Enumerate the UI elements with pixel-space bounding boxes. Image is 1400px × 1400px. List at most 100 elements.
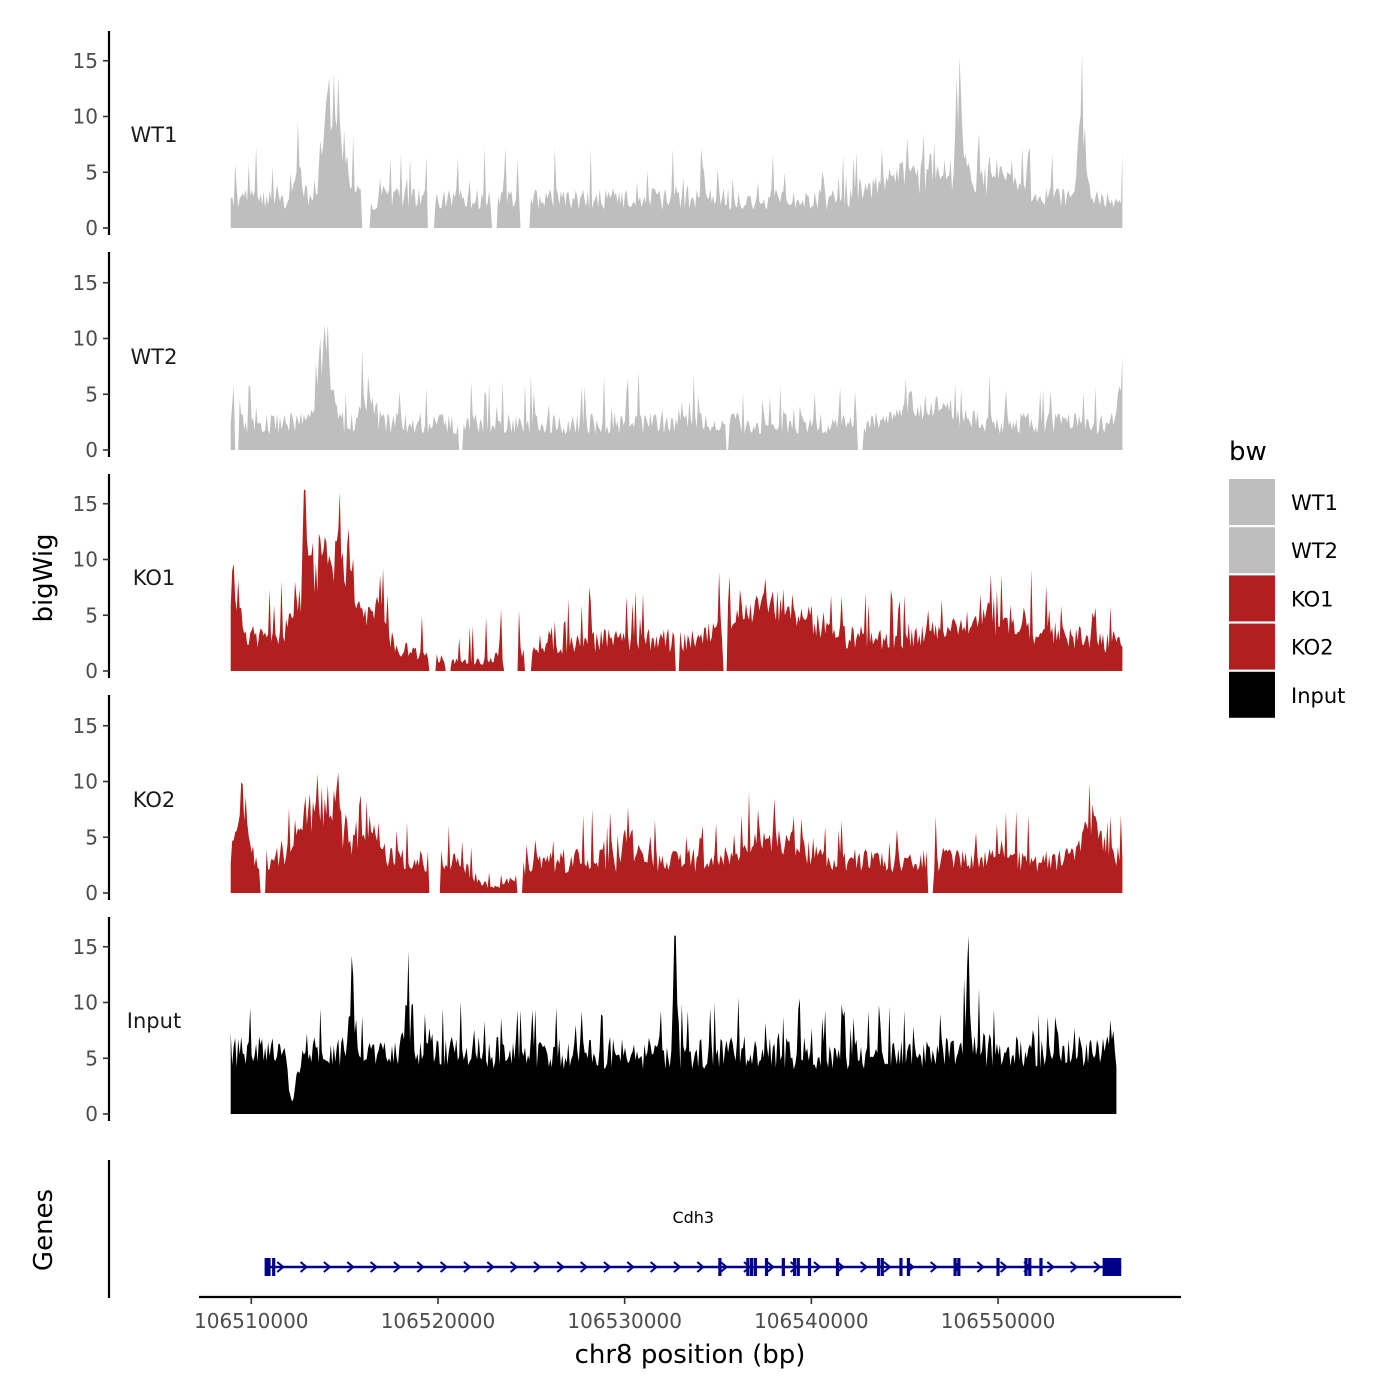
strand-arrow [276,1261,285,1273]
exon [906,1258,911,1276]
y-tick-label: 5 [85,825,98,849]
strand-arrow [1093,1261,1102,1273]
exon [264,1258,268,1276]
strand-arrow [859,1261,869,1273]
strand-arrow [929,1261,939,1273]
y-tick-label: 15 [73,714,98,738]
y-tick-label: 0 [85,216,98,240]
exon [792,1258,797,1276]
strand-arrow [369,1261,379,1273]
exon [996,1258,1000,1276]
strand-arrow [883,1261,892,1273]
exon [746,1258,750,1276]
signal-area-input [230,935,1117,1114]
exon [807,1258,812,1276]
legend-label: Input [1291,684,1345,708]
exon [953,1258,957,1276]
strand-arrow [486,1261,495,1273]
strand-arrow [323,1261,332,1273]
y-tick-label: 15 [73,271,98,295]
genes-axis-title: Genes [29,1189,59,1271]
legend-label: WT2 [1291,539,1338,563]
legend-swatch [1229,479,1275,525]
signal-area-ko2 [230,772,1123,893]
exon [899,1258,903,1276]
y-tick-label: 5 [85,603,98,627]
strand-arrow [1046,1261,1055,1273]
legend-item-ko1: KO1 [1229,575,1334,622]
strand-arrow [743,1261,752,1273]
y-tick-label: 15 [73,935,98,959]
y-tick-label: 15 [73,492,98,516]
y-tick-label: 10 [73,327,98,351]
track-input: 0 5 10 15 Input [73,917,1117,1126]
legend-title: bw [1229,437,1267,467]
y-tick-label: 0 [85,881,98,905]
x-axis: 106510000 106520000 106530000 106540000 1065… [194,1295,1181,1333]
track-ko2: 0 5 10 15 KO2 [73,695,1123,905]
track-label-input: Input [127,1009,181,1033]
strand-arrow [789,1261,799,1273]
strand-arrow [509,1261,519,1273]
exon [753,1258,757,1276]
strand-arrow [439,1261,449,1273]
legend-item-input: Input [1229,671,1345,718]
strand-arrow [416,1261,425,1273]
legend-label: WT1 [1291,491,1338,515]
x-tick-label: 106550000 [941,1309,1056,1333]
tracks-group: 0 5 10 15 WT1 0 5 10 15 WT2 0 5 10 15 KO1 0 5 10 15 KO2 0 5 10… [73,31,1123,1126]
track-label-ko1: KO1 [133,566,176,590]
track-ko1: 0 5 10 15 KO1 [73,474,1123,683]
exon [750,1258,754,1276]
exon [1039,1258,1043,1276]
x-axis-title: chr8 position (bp) [575,1340,806,1370]
exon [267,1258,271,1276]
signal-area-wt2 [230,323,1123,450]
exon [957,1258,961,1276]
strand-arrow [813,1261,822,1273]
strand-arrow [393,1261,402,1273]
strand-arrow [579,1261,589,1273]
x-tick-label: 106530000 [567,1309,682,1333]
strand-arrow [463,1261,472,1273]
legend-item-wt1: WT1 [1229,479,1338,525]
strand-arrow [1070,1261,1079,1273]
x-tick-label: 106510000 [194,1309,309,1333]
legend: WT1 WT2 KO1 KO2 Input [1229,479,1345,718]
y-tick-label: 5 [85,382,98,406]
strand-arrow [766,1261,775,1273]
legend-swatch [1229,671,1275,718]
strand-arrow [719,1261,729,1273]
track-wt1: 0 5 10 15 WT1 [73,31,1123,240]
legend-label: KO2 [1291,636,1334,660]
legend-item-wt2: WT2 [1229,527,1338,574]
y-tick-label: 0 [85,659,98,683]
legend-item-ko2: KO2 [1229,623,1334,670]
x-tick-label: 106520000 [381,1309,496,1333]
y-tick-label: 0 [85,438,98,462]
strand-arrow [603,1261,612,1273]
y-axis-title: bigWig [29,533,59,622]
y-tick-label: 10 [73,548,98,572]
exon [876,1258,881,1276]
legend-swatch [1229,623,1275,670]
y-tick-label: 5 [85,160,98,184]
utr-block [1102,1258,1122,1276]
genes-panel: Cdh3 [107,1160,1122,1298]
exon [796,1258,800,1276]
strand-arrow [626,1261,635,1273]
strand-arrow [999,1261,1009,1273]
track-label-wt1: WT1 [131,123,178,147]
strand-arrow [673,1261,682,1273]
exon [1028,1258,1032,1276]
legend-swatch [1229,575,1275,622]
y-tick-label: 0 [85,1102,98,1126]
exon [1024,1258,1028,1276]
legend-swatch [1229,527,1275,574]
strand-arrow [696,1261,705,1273]
y-tick-label: 10 [73,991,98,1015]
y-tick-label: 15 [73,49,98,73]
exon [764,1258,769,1276]
gene-label: Cdh3 [672,1208,714,1227]
